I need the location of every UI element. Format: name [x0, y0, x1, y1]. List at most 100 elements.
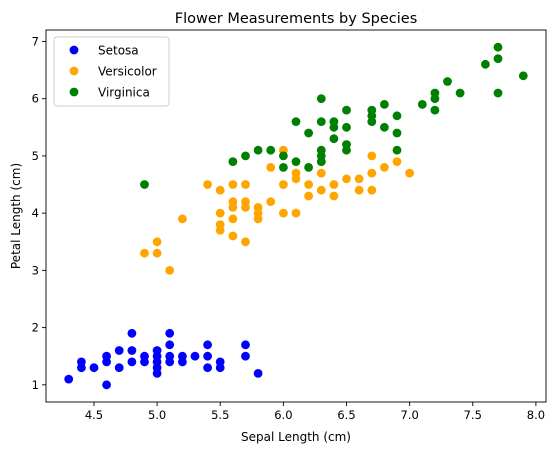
setosa-point [64, 375, 73, 384]
virginica-point [279, 163, 288, 172]
virginica-point [519, 71, 528, 80]
virginica-point [304, 163, 313, 172]
setosa-point [178, 352, 187, 361]
versicolor-point [393, 157, 402, 166]
setosa-point [140, 352, 149, 361]
virginica-point [431, 89, 440, 98]
versicolor-point [254, 203, 263, 212]
versicolor-point [330, 180, 339, 189]
virginica-point [342, 106, 351, 115]
x-tick-label: 8.0 [527, 408, 545, 422]
versicolor-point [241, 197, 250, 206]
versicolor-point [165, 266, 174, 275]
chart-title: Flower Measurements by Species [175, 11, 418, 27]
setosa-point [165, 329, 174, 338]
virginica-point [241, 152, 250, 161]
versicolor-point [241, 180, 250, 189]
legend: Setosa Versicolor Virginica [54, 37, 169, 106]
versicolor-point [153, 249, 162, 258]
virginica-point [380, 100, 389, 109]
setosa-point [216, 358, 225, 367]
virginica-point [494, 43, 503, 52]
y-tick-label: 2 [32, 321, 39, 335]
virginica-point [393, 129, 402, 138]
virginica-point [304, 129, 313, 138]
versicolor-point [367, 169, 376, 178]
setosa-point [191, 352, 200, 361]
x-tick-label: 7.5 [464, 408, 482, 422]
virginica-point [292, 117, 301, 126]
versicolor-point [229, 180, 238, 189]
versicolor-point [266, 163, 275, 172]
legend-label-virginica: Virginica [98, 86, 150, 100]
virginica-point [266, 146, 275, 155]
virginica-point [418, 100, 427, 109]
versicolor-point [405, 169, 414, 178]
setosa-point [102, 352, 111, 361]
versicolor-point [203, 180, 212, 189]
setosa-point [241, 340, 250, 349]
versicolor-point [367, 186, 376, 195]
x-tick-label: 5.5 [211, 408, 229, 422]
versicolor-point [216, 186, 225, 195]
setosa-point [241, 352, 250, 361]
y-tick-label: 6 [32, 92, 39, 106]
setosa-point [203, 352, 212, 361]
virginica-point [494, 89, 503, 98]
setosa-point [127, 346, 136, 355]
virginica-point [140, 180, 149, 189]
legend-label-versicolor: Versicolor [98, 65, 157, 79]
virginica-point [481, 60, 490, 69]
versicolor-point [178, 215, 187, 224]
legend-marker-virginica [70, 88, 79, 97]
legend-marker-setosa [70, 46, 79, 55]
setosa-point [165, 340, 174, 349]
virginica-point [342, 140, 351, 149]
virginica-point [431, 106, 440, 115]
y-tick-label: 3 [32, 263, 39, 277]
setosa-point [254, 369, 263, 378]
virginica-point [330, 134, 339, 143]
setosa-point [90, 363, 99, 372]
versicolor-point [229, 215, 238, 224]
legend-label-setosa: Setosa [98, 44, 139, 58]
versicolor-point [317, 169, 326, 178]
setosa-point [102, 380, 111, 389]
setosa-point [165, 352, 174, 361]
versicolor-point [292, 209, 301, 218]
versicolor-point [216, 209, 225, 218]
versicolor-point [229, 232, 238, 241]
virginica-point [380, 123, 389, 132]
versicolor-point [241, 237, 250, 246]
virginica-point [317, 146, 326, 155]
x-tick-label: 4.5 [85, 408, 103, 422]
virginica-point [367, 106, 376, 115]
virginica-point [330, 117, 339, 126]
versicolor-point [304, 192, 313, 201]
versicolor-point [317, 186, 326, 195]
versicolor-point [153, 237, 162, 246]
y-tick-label: 7 [32, 34, 39, 48]
versicolor-point [279, 180, 288, 189]
setosa-point [127, 329, 136, 338]
virginica-point [229, 157, 238, 166]
virginica-point [317, 94, 326, 103]
versicolor-point [229, 197, 238, 206]
versicolor-point [266, 197, 275, 206]
y-tick-label: 4 [32, 206, 39, 220]
virginica-point [342, 123, 351, 132]
virginica-point [443, 77, 452, 86]
x-tick-label: 7.0 [400, 408, 418, 422]
legend-marker-versicolor [70, 67, 79, 76]
versicolor-point [367, 152, 376, 161]
setosa-point [77, 358, 86, 367]
x-axis-label: Sepal Length (cm) [241, 430, 351, 444]
setosa-point [203, 363, 212, 372]
virginica-point [254, 146, 263, 155]
y-tick-label: 1 [32, 378, 39, 392]
setosa-point [115, 363, 124, 372]
versicolor-point [355, 186, 364, 195]
versicolor-point [292, 169, 301, 178]
versicolor-point [304, 180, 313, 189]
